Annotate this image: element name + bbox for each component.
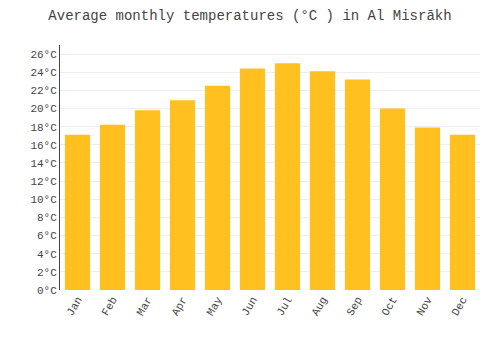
svg-text:Average monthly temperatures (: Average monthly temperatures (°C ) in Al…: [48, 8, 451, 24]
svg-text:8°C: 8°C: [37, 212, 57, 224]
svg-text:14°C: 14°C: [30, 158, 57, 170]
svg-text:26°C: 26°C: [30, 49, 57, 61]
svg-text:Feb: Feb: [100, 295, 120, 318]
svg-text:4°C: 4°C: [37, 249, 57, 261]
svg-text:0°C: 0°C: [37, 285, 57, 297]
svg-text:12°C: 12°C: [30, 176, 57, 188]
svg-text:10°C: 10°C: [30, 194, 57, 206]
svg-text:Mar: Mar: [135, 295, 155, 318]
svg-text:Apr: Apr: [170, 295, 190, 318]
svg-text:22°C: 22°C: [30, 85, 57, 97]
svg-text:24°C: 24°C: [30, 67, 57, 79]
svg-text:May: May: [205, 294, 225, 317]
svg-text:Nov: Nov: [415, 294, 435, 317]
svg-text:Oct: Oct: [380, 295, 400, 318]
svg-text:Jan: Jan: [65, 295, 85, 318]
svg-text:18°C: 18°C: [30, 122, 57, 134]
svg-text:Jun: Jun: [240, 295, 260, 318]
svg-text:20°C: 20°C: [30, 103, 57, 115]
svg-text:Jul: Jul: [275, 295, 295, 318]
svg-text:Dec: Dec: [450, 295, 470, 318]
svg-text:Sep: Sep: [345, 295, 365, 318]
svg-text:6°C: 6°C: [37, 230, 57, 242]
svg-text:Aug: Aug: [310, 295, 330, 318]
svg-text:16°C: 16°C: [30, 140, 57, 152]
svg-text:2°C: 2°C: [37, 267, 57, 279]
